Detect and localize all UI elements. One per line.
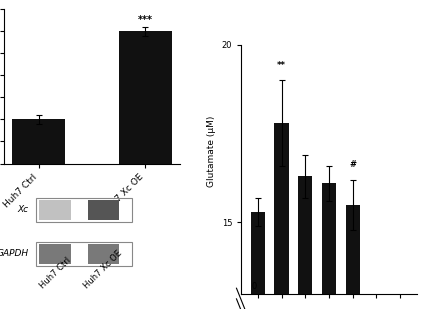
Text: **: ** (277, 61, 286, 70)
Bar (12, 120, 65, 163)
Bar (88, 200, 119, 220)
Text: Huh7 Ctrl: Huh7 Ctrl (38, 256, 72, 290)
Bar (39, 244, 71, 264)
Bar (36, 198, 132, 222)
Bar (88, 244, 119, 264)
Text: Xc: Xc (18, 205, 29, 214)
Bar (39, 200, 71, 220)
Text: 0: 0 (251, 282, 257, 291)
Text: GAPDH: GAPDH (0, 249, 29, 258)
Text: Huh7 Xc OE: Huh7 Xc OE (83, 248, 124, 290)
Bar (274, 123, 289, 309)
Bar (346, 205, 360, 309)
Bar (322, 183, 336, 309)
Text: ***: *** (138, 15, 153, 25)
Bar (119, 31, 172, 163)
Bar (251, 212, 265, 309)
Text: #: # (349, 160, 356, 169)
Bar (36, 242, 132, 266)
Y-axis label: Glutamate (μM): Glutamate (μM) (207, 116, 216, 187)
Bar (298, 176, 312, 309)
